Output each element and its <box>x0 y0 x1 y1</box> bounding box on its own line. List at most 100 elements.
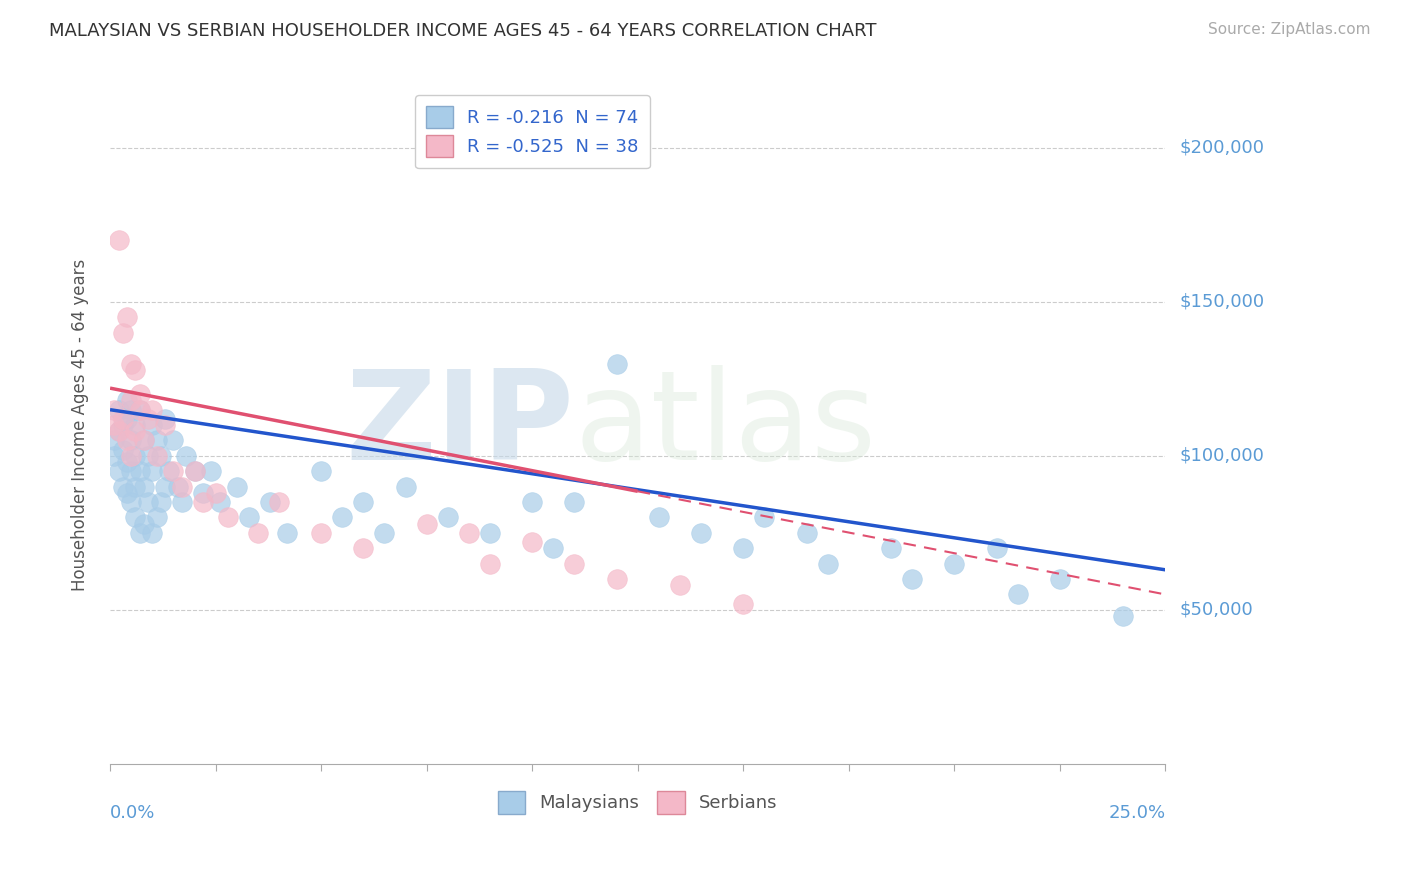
Point <box>120 495 142 509</box>
Point <box>141 418 163 433</box>
Point <box>373 525 395 540</box>
Point <box>128 387 150 401</box>
Point <box>733 541 755 556</box>
Text: $200,000: $200,000 <box>1180 139 1264 157</box>
Point <box>543 541 565 556</box>
Point <box>120 464 142 478</box>
Point <box>259 495 281 509</box>
Point <box>107 424 129 438</box>
Point <box>225 480 247 494</box>
Point <box>145 510 167 524</box>
Point <box>309 525 332 540</box>
Point <box>136 412 159 426</box>
Point <box>111 442 134 457</box>
Point <box>103 402 125 417</box>
Point <box>115 393 138 408</box>
Point <box>183 464 205 478</box>
Point <box>217 510 239 524</box>
Point <box>986 541 1008 556</box>
Point <box>124 362 146 376</box>
Point <box>352 495 374 509</box>
Point <box>115 434 138 448</box>
Point <box>352 541 374 556</box>
Point <box>111 418 134 433</box>
Point <box>267 495 290 509</box>
Point <box>564 495 586 509</box>
Text: ZIP: ZIP <box>346 365 575 485</box>
Point <box>394 480 416 494</box>
Point <box>128 464 150 478</box>
Point <box>1112 609 1135 624</box>
Point <box>174 449 197 463</box>
Text: $150,000: $150,000 <box>1180 293 1264 311</box>
Point <box>564 557 586 571</box>
Point <box>162 464 184 478</box>
Point <box>124 424 146 438</box>
Point <box>170 480 193 494</box>
Point <box>141 464 163 478</box>
Point <box>238 510 260 524</box>
Point <box>1049 572 1071 586</box>
Point <box>120 393 142 408</box>
Point <box>153 418 176 433</box>
Point <box>648 510 671 524</box>
Point <box>880 541 903 556</box>
Point <box>754 510 776 524</box>
Point <box>132 434 155 448</box>
Point <box>276 525 298 540</box>
Point <box>120 357 142 371</box>
Point <box>103 418 125 433</box>
Point <box>115 455 138 469</box>
Point <box>115 412 138 426</box>
Point <box>132 434 155 448</box>
Point <box>415 516 437 531</box>
Point <box>1007 587 1029 601</box>
Y-axis label: Householder Income Ages 45 - 64 years: Householder Income Ages 45 - 64 years <box>72 259 89 591</box>
Point <box>149 495 172 509</box>
Point <box>522 495 544 509</box>
Point <box>136 495 159 509</box>
Point <box>111 480 134 494</box>
Point <box>132 480 155 494</box>
Point <box>141 525 163 540</box>
Point <box>157 464 180 478</box>
Point <box>901 572 924 586</box>
Point <box>136 449 159 463</box>
Text: Source: ZipAtlas.com: Source: ZipAtlas.com <box>1208 22 1371 37</box>
Point <box>103 434 125 448</box>
Point <box>166 480 188 494</box>
Point <box>120 449 142 463</box>
Text: atlas: atlas <box>575 365 876 485</box>
Point <box>145 434 167 448</box>
Point <box>103 449 125 463</box>
Point <box>191 495 214 509</box>
Point <box>690 525 713 540</box>
Point <box>200 464 222 478</box>
Point <box>107 424 129 438</box>
Point <box>522 535 544 549</box>
Point <box>124 418 146 433</box>
Point <box>149 449 172 463</box>
Text: $50,000: $50,000 <box>1180 601 1253 619</box>
Text: 0.0%: 0.0% <box>110 805 156 822</box>
Point <box>128 402 150 417</box>
Point <box>153 412 176 426</box>
Point <box>183 464 205 478</box>
Point <box>115 486 138 500</box>
Point <box>141 402 163 417</box>
Legend: Malaysians, Serbians: Malaysians, Serbians <box>489 782 786 822</box>
Point <box>733 597 755 611</box>
Point <box>145 449 167 463</box>
Point <box>479 557 502 571</box>
Text: 25.0%: 25.0% <box>1108 805 1166 822</box>
Point <box>111 326 134 340</box>
Point <box>107 464 129 478</box>
Point <box>124 480 146 494</box>
Point <box>606 357 628 371</box>
Point <box>309 464 332 478</box>
Point <box>170 495 193 509</box>
Point <box>943 557 966 571</box>
Point <box>120 402 142 417</box>
Point <box>162 434 184 448</box>
Point <box>606 572 628 586</box>
